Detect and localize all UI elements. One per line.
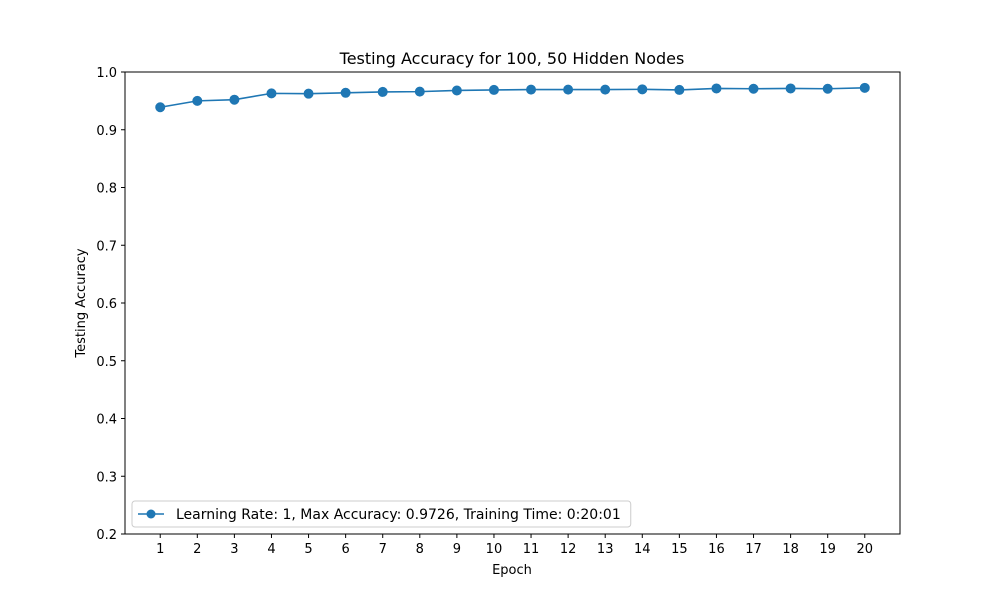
data-point	[155, 102, 166, 113]
x-tick-label: 8	[416, 542, 424, 557]
data-point	[748, 83, 759, 94]
y-tick-label: 0.8	[96, 182, 117, 197]
chart-title: Testing Accuracy for 100, 50 Hidden Node…	[339, 49, 685, 68]
plot-frame	[124, 71, 901, 535]
y-tick-label: 0.5	[96, 355, 117, 370]
x-tick-label: 19	[819, 542, 836, 557]
y-axis: 0.2 0.3 0.4 0.5 0.6 0.7 0.8 0.9 1.0	[96, 66, 125, 543]
data-point	[859, 82, 870, 93]
x-tick-label: 11	[523, 542, 540, 557]
y-tick-label: 0.4	[96, 413, 117, 428]
x-tick-label: 5	[304, 542, 312, 557]
data-point	[674, 84, 685, 95]
y-tick-label: 0.6	[96, 297, 117, 312]
data-point	[414, 86, 425, 97]
x-tick-label: 1	[156, 542, 164, 557]
data-point	[563, 84, 574, 95]
x-tick-label: 7	[379, 542, 387, 557]
data-point	[340, 87, 351, 98]
data-point	[785, 83, 796, 94]
data-point	[303, 88, 314, 99]
data-point	[600, 84, 611, 95]
data-point	[192, 95, 203, 106]
data-point	[711, 83, 722, 94]
y-tick-label: 0.2	[96, 528, 117, 543]
x-tick-label: 20	[856, 542, 873, 557]
x-tick-label: 12	[560, 542, 577, 557]
y-tick-label: 0.9	[96, 124, 117, 139]
x-axis-title: Epoch	[492, 563, 532, 578]
x-tick-label: 4	[267, 542, 275, 557]
series-layer	[155, 82, 870, 113]
x-axis: 1 2 3 4 5 6 7 8 9 10 11 12 13 14 15 16 17 18 19 20	[156, 534, 873, 557]
legend-marker-swatch	[146, 509, 156, 519]
data-point	[377, 86, 388, 97]
plot-area	[124, 71, 901, 535]
x-tick-label: 13	[597, 542, 614, 557]
legend: Learning Rate: 1, Max Accuracy: 0.9726, …	[131, 500, 632, 528]
series-line	[160, 87, 865, 109]
x-tick-label: 9	[453, 542, 461, 557]
x-tick-label: 15	[671, 542, 688, 557]
x-tick-label: 17	[745, 542, 762, 557]
y-axis-title: Testing Accuracy	[74, 248, 89, 358]
data-point	[822, 83, 833, 94]
x-tick-label: 18	[782, 542, 799, 557]
x-tick-label: 2	[193, 542, 201, 557]
legend-box	[131, 500, 632, 528]
data-point	[637, 84, 648, 95]
x-tick-label: 6	[341, 542, 349, 557]
x-tick-label: 10	[486, 542, 503, 557]
x-tick-label: 3	[230, 542, 238, 557]
legend-label: Learning Rate: 1, Max Accuracy: 0.9726, …	[176, 507, 621, 523]
x-tick-label: 16	[708, 542, 725, 557]
data-point	[488, 84, 499, 95]
data-point	[451, 85, 462, 96]
y-tick-label: 1.0	[96, 66, 117, 81]
y-tick-label: 0.3	[96, 470, 117, 485]
data-point	[526, 84, 537, 95]
data-point	[229, 94, 240, 105]
data-point	[266, 88, 277, 99]
x-tick-label: 14	[634, 542, 651, 557]
y-tick-label: 0.7	[96, 239, 117, 254]
